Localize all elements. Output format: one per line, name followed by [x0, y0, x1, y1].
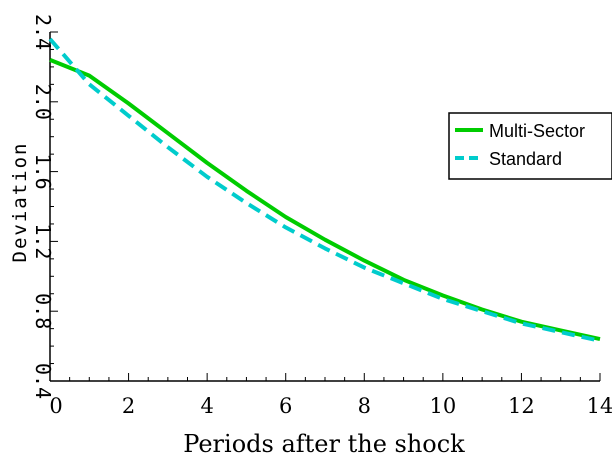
y-tick-label: 0.8	[31, 293, 55, 329]
legend-label-standard: Standard	[489, 149, 562, 169]
y-tick-label: 0.4	[31, 363, 55, 399]
y-tick-label: 1.2	[31, 223, 55, 259]
y-axis-title: Deviation	[9, 142, 31, 263]
legend-box	[448, 112, 612, 180]
x-tick-label: 2	[122, 394, 135, 418]
x-tick-label: 14	[587, 394, 612, 418]
series-line-multi-sector	[49, 58, 601, 342]
y-tick-label: 2.4	[31, 14, 55, 50]
legend: Multi-Sector Standard	[448, 112, 612, 180]
x-tick-label: 6	[279, 394, 292, 418]
series-line-standard	[48, 37, 601, 343]
tick-labels: 0 2 4 6 8 10 12 14 0.4 0.8 1.2 1.6 2.0 2.4	[31, 14, 612, 418]
y-tick-label: 2.0	[31, 84, 55, 120]
x-tick-label: 0	[49, 394, 62, 418]
x-tick-label: 10	[429, 394, 456, 418]
x-tick-label: 4	[200, 394, 213, 418]
y-tick-label: 1.6	[31, 154, 55, 190]
x-tick-label: 12	[508, 394, 535, 418]
axes-frame	[49, 31, 601, 382]
x-tick-label: 8	[358, 394, 371, 418]
x-axis-title: Periods after the shock	[183, 430, 465, 458]
series-group	[48, 37, 601, 343]
legend-label-multi-sector: Multi-Sector	[489, 121, 585, 141]
